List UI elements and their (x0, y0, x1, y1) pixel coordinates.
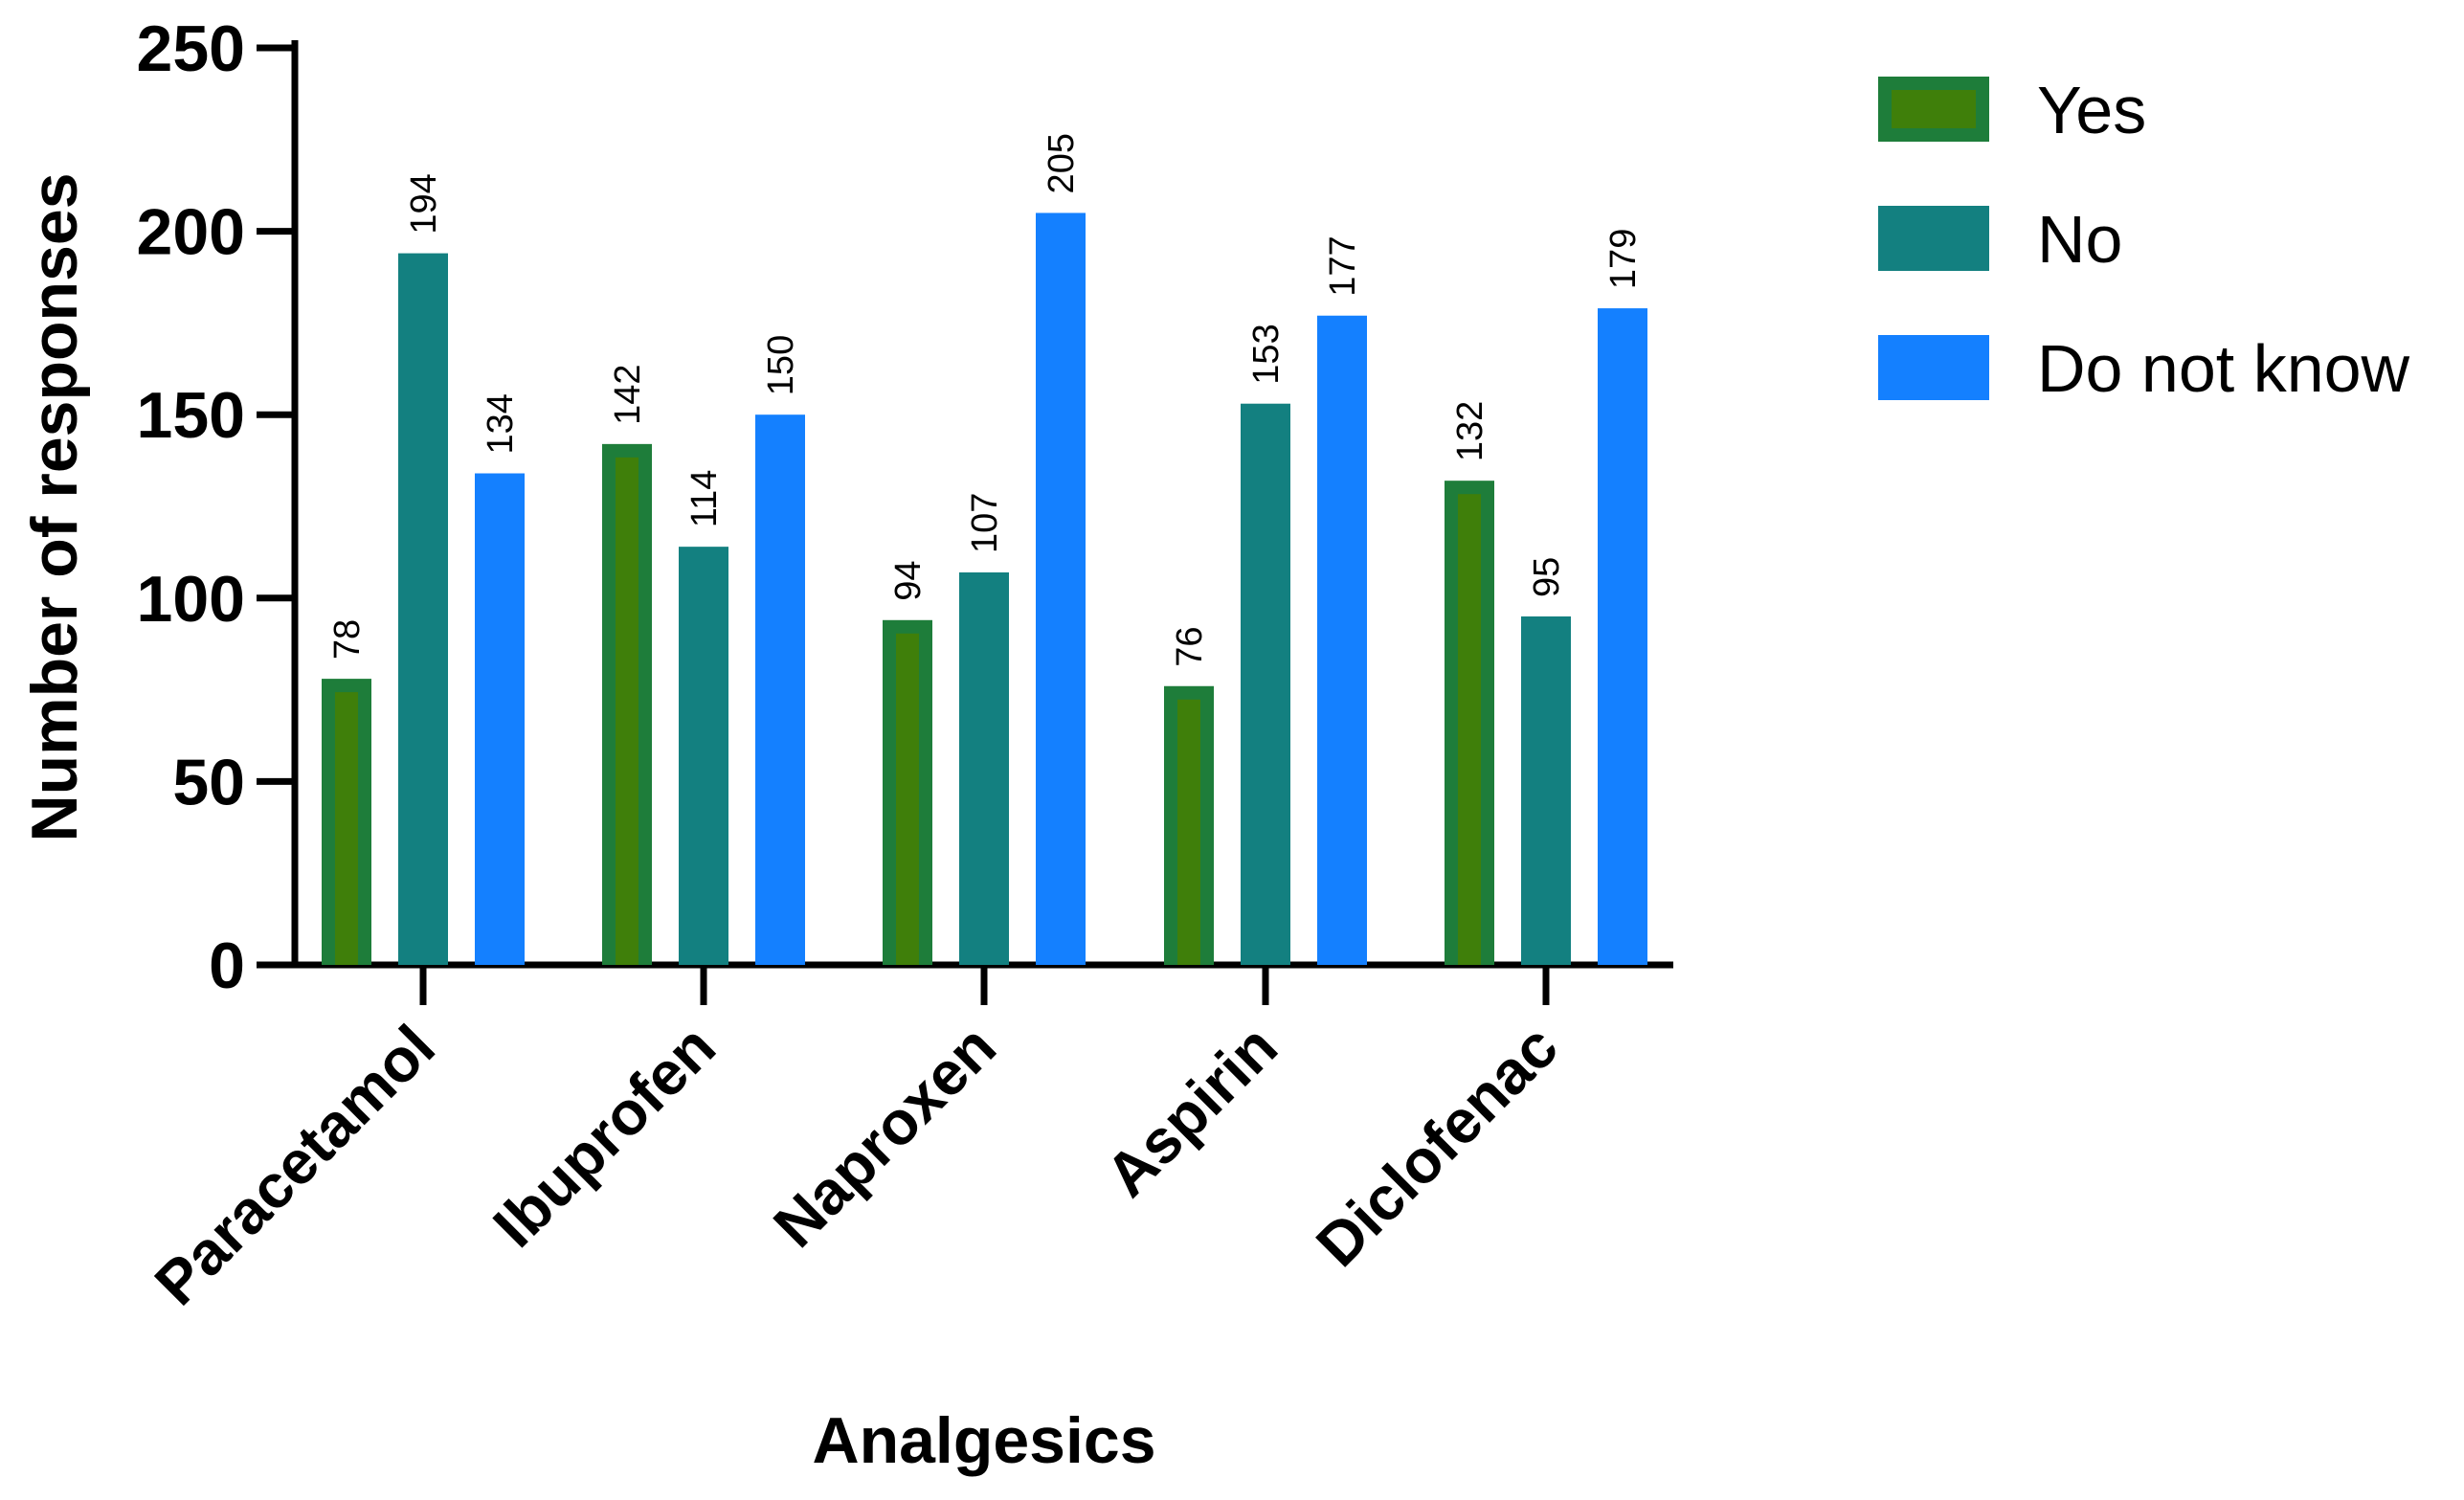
bar-do-not-know (1598, 308, 1647, 965)
bar-do-not-know (755, 414, 805, 965)
data-label: 179 (1603, 229, 1644, 289)
labels: Number of responses Analgesics Paracetamol… (18, 133, 1644, 1477)
legend-swatch-inner (1892, 90, 1976, 128)
y-tick-label: 50 (172, 746, 245, 818)
data-label: 94 (888, 561, 929, 601)
y-tick-label: 150 (137, 379, 245, 452)
data-label: 153 (1246, 324, 1287, 384)
y-tick-label: 200 (137, 196, 245, 269)
axes: 0 50 100 150 200 250 (137, 12, 1673, 1005)
data-label: 114 (684, 470, 725, 528)
y-tick-label: 100 (137, 563, 245, 636)
bar-no (1241, 403, 1290, 966)
bar-no (959, 571, 1009, 965)
bar-do-not-know (1317, 315, 1367, 966)
data-label: 177 (1323, 235, 1363, 296)
bar-inner (1458, 494, 1481, 965)
legend: Yes No Do not know (1878, 73, 2410, 406)
x-category-label: Paracetamol (142, 1012, 448, 1318)
data-label: 194 (404, 173, 444, 234)
x-category-label: Naproxen (760, 1012, 1009, 1261)
bar-do-not-know (475, 473, 525, 966)
x-axis-title: Analgesics (812, 1404, 1155, 1477)
bar-inner (896, 633, 919, 965)
bar-inner (335, 692, 358, 965)
data-label: 134 (481, 393, 521, 454)
bar-inner (1177, 699, 1200, 965)
bar-no (1521, 616, 1571, 965)
legend-swatch (1878, 206, 1989, 271)
data-label: 76 (1170, 626, 1210, 666)
data-label: 132 (1450, 401, 1490, 461)
data-label: 150 (761, 335, 801, 395)
bar-do-not-know (1036, 213, 1086, 965)
y-tick-label: 0 (209, 929, 245, 1002)
y-axis-title: Number of responses (18, 172, 91, 841)
bars (322, 213, 1647, 966)
legend-label: Yes (2037, 73, 2146, 147)
legend-label: Do not know (2037, 331, 2410, 406)
data-label: 142 (608, 364, 648, 424)
data-label: 95 (1527, 557, 1567, 597)
y-tick-label: 250 (137, 12, 245, 85)
legend-label: No (2037, 202, 2122, 277)
x-category-label: Ibuprofen (480, 1012, 728, 1261)
x-category-label: Aspirin (1092, 1012, 1290, 1210)
bar-no (398, 253, 448, 965)
bar-no (679, 547, 728, 965)
data-label: 78 (327, 619, 368, 660)
data-label: 205 (1042, 133, 1082, 193)
data-label: 107 (965, 493, 1005, 553)
x-category-label: Diclofenac (1303, 1012, 1571, 1280)
legend-swatch (1878, 335, 1989, 400)
bar-inner (616, 457, 638, 966)
